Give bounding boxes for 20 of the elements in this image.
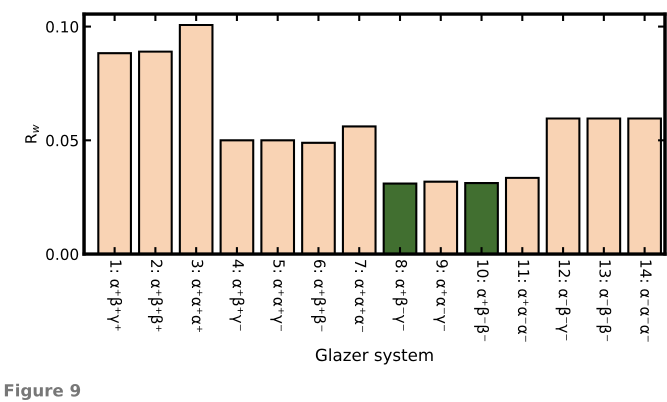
y-axis-title: R$_{w}$ (25, 124, 39, 143)
x-axis-title: Glazer system (316, 348, 433, 364)
x-tick-label: 10: α⁺β⁻β⁻ (474, 260, 489, 342)
x-tick-label: 5: α⁺α⁺γ⁻ (270, 260, 285, 331)
x-tick-label: 13: α⁻β⁻β⁻ (596, 260, 612, 342)
x-tick-label: 4: α⁺β⁺γ⁻ (229, 260, 244, 331)
x-tick-label: 9: α⁺α⁻γ⁻ (433, 260, 448, 331)
x-tick-label: 7: α⁺α⁺α⁻ (354, 260, 366, 332)
x-tick-label: 2: α⁺β⁺β⁺ (148, 260, 163, 332)
y-tick-label: 0.10 (46, 21, 78, 33)
x-tick-label: 11: α⁺α⁻α⁻ (518, 260, 530, 342)
x-tick-label: 6: α⁺β⁺β⁻ (311, 260, 326, 332)
y-tick-label: 0.05 (46, 134, 78, 146)
y-tick-label: 0.00 (46, 248, 78, 260)
x-tick-label: 3: α⁺α⁺α⁺ (192, 260, 204, 332)
caption: Figure 9 (4, 384, 80, 400)
x-tick-label: 12: α⁻β⁻γ⁻ (556, 260, 571, 340)
x-tick-label: 8: α⁺β⁻γ⁻ (392, 260, 408, 331)
x-tick-label: 14: α⁻α⁻α⁻ (640, 260, 652, 342)
x-tick-label: 1: α⁺β⁺γ⁺ (107, 260, 122, 331)
